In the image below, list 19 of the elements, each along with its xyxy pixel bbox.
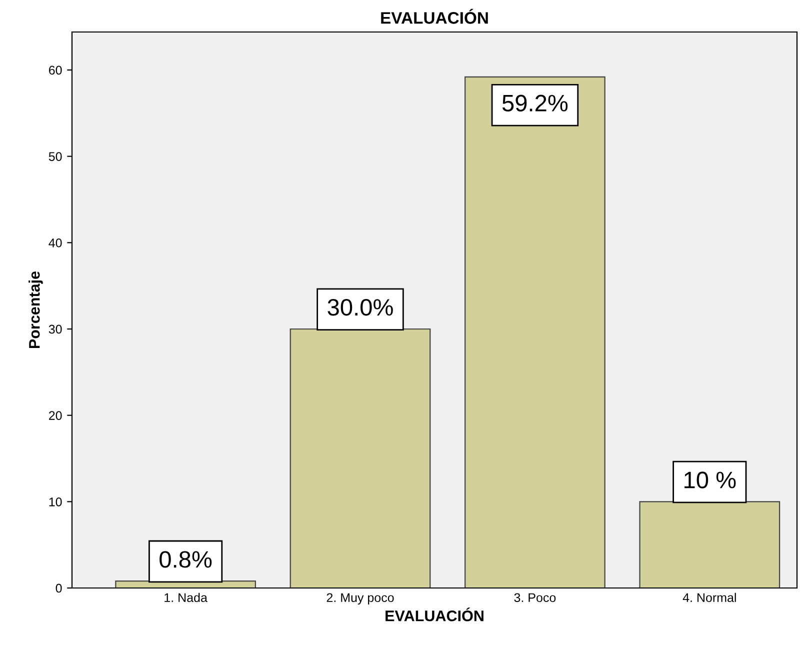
- y-tick-label: 0: [56, 584, 62, 593]
- y-axis-title: Porcentaje: [28, 271, 43, 348]
- x-tick-label: 1. Nada: [164, 592, 208, 602]
- x-tick-label: 4. Normal: [682, 592, 736, 602]
- x-axis-title: EVALUACIÓN: [386, 608, 484, 622]
- y-tick-label: 20: [49, 411, 62, 420]
- y-tick-label: 40: [48, 238, 62, 248]
- data-label: 0.8%: [160, 551, 212, 568]
- x-tick-label: 2. Muy poco: [326, 593, 394, 605]
- y-tick-label: 10: [49, 497, 62, 506]
- chart-title: EVALUACIÓN: [381, 8, 488, 24]
- bar: [464, 76, 606, 588]
- data-label: 59.2%: [502, 94, 568, 112]
- data-label: 30.0%: [328, 298, 393, 316]
- y-tick-label: 60: [49, 66, 62, 75]
- x-tick-label: 3. Poco: [514, 593, 556, 602]
- y-tick-label: 50: [48, 152, 62, 161]
- data-label: 10 %: [684, 472, 736, 488]
- y-tick-label: 30: [48, 324, 62, 334]
